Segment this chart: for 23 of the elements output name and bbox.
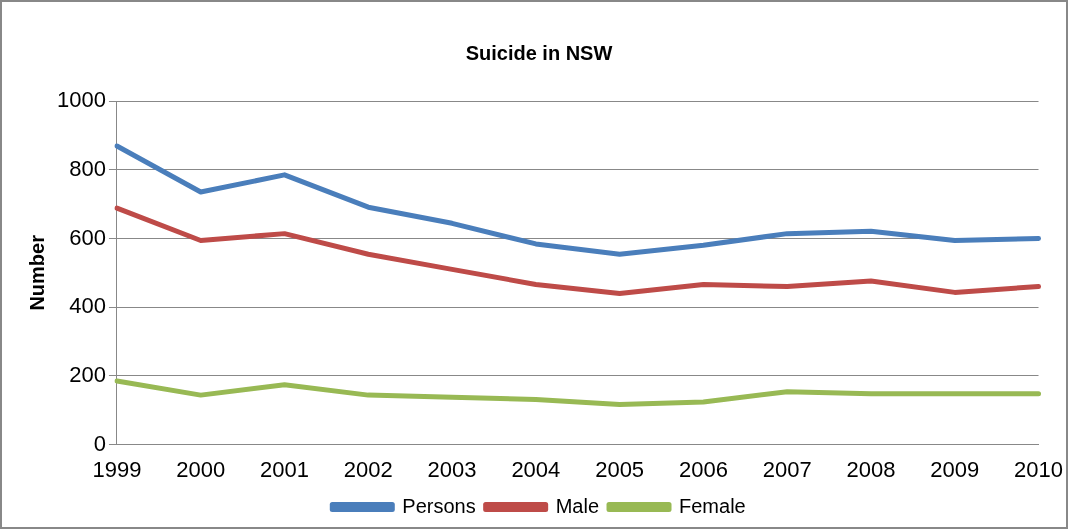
y-tick-label: 800: [69, 155, 106, 181]
y-axis-title: Number: [25, 234, 48, 311]
y-tick-label: 600: [69, 224, 106, 250]
x-tick-label: 2010: [1014, 456, 1064, 482]
chart-title: Suicide in NSW: [465, 41, 613, 64]
x-tick-label: 2003: [427, 456, 477, 482]
x-tick-label: 2005: [595, 456, 645, 482]
x-tick-label: 2008: [846, 456, 896, 482]
y-tick-label: 1000: [56, 87, 106, 113]
x-tick-label: 2004: [511, 456, 561, 482]
x-tick-label: 2002: [343, 456, 393, 482]
y-tick-label: 200: [69, 361, 106, 387]
x-tick-label: 2006: [678, 456, 728, 482]
x-tick-label: 2001: [260, 456, 309, 482]
legend-label: Female: [679, 494, 746, 517]
y-tick-label: 400: [69, 293, 106, 319]
x-tick-label: 2007: [762, 456, 812, 482]
legend-label: Male: [555, 494, 600, 517]
legend-label: Persons: [402, 494, 476, 517]
y-tick-label: 0: [93, 430, 106, 456]
x-tick-label: 2009: [930, 456, 980, 482]
x-tick-label: 1999: [92, 456, 142, 482]
x-tick-label: 2000: [176, 456, 226, 482]
